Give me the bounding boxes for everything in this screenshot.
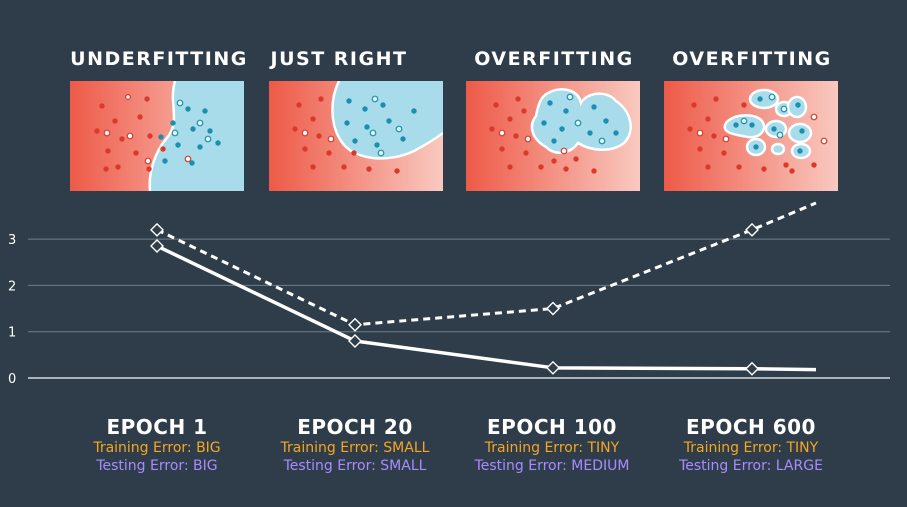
training-error-label: Training Error: BIG (93, 440, 221, 456)
testing-error-label: Testing Error: BIG (96, 458, 218, 474)
testing-error-line (156, 201, 817, 327)
y-tick-label-2: 2 (8, 279, 16, 294)
training-point-4 (745, 361, 759, 376)
epoch-block-600: EPOCH 600 Training Error: TINY Testing E… (651, 415, 851, 475)
epoch-title: EPOCH 100 (487, 415, 617, 439)
y-tick-label-3: 3 (8, 233, 16, 248)
chart-markers (150, 222, 759, 376)
training-point-2 (348, 333, 362, 348)
training-error-label: Training Error: TINY (484, 440, 620, 456)
panel-image-underfitting (70, 81, 244, 191)
panel-title-overfitting-1: OVERFITTING (474, 48, 634, 70)
testing-error-label: Testing Error: SMALL (283, 458, 427, 474)
training-error-label: Training Error: SMALL (280, 440, 430, 456)
epoch-block-100: EPOCH 100 Training Error: TINY Testing E… (452, 415, 652, 475)
training-error-label: Training Error: TINY (683, 440, 819, 456)
panel-image-just-right (269, 81, 443, 191)
testing-point-1 (150, 222, 164, 237)
testing-point-3 (546, 301, 560, 316)
y-tick-label-0: 0 (8, 372, 16, 387)
y-tick-label-1: 1 (8, 326, 16, 341)
epoch-title: EPOCH 20 (297, 415, 413, 439)
y-axis-ticks: 0 1 2 3 (8, 233, 16, 387)
epoch-title: EPOCH 1 (106, 415, 208, 439)
testing-error-label: Testing Error: LARGE (679, 458, 823, 474)
epoch-title: EPOCH 600 (686, 415, 816, 439)
training-error-line (156, 244, 817, 372)
epoch-block-1: EPOCH 1 Training Error: BIG Testing Erro… (57, 415, 257, 475)
testing-point-4 (745, 222, 759, 237)
training-point-3 (546, 360, 560, 375)
chart-series (156, 201, 817, 372)
panel-title-just-right: JUST RIGHT (270, 48, 408, 70)
chart-gridlines (28, 238, 890, 379)
panel-title-overfitting-2: OVERFITTING (672, 48, 832, 70)
epoch-block-20: EPOCH 20 Training Error: SMALL Testing E… (255, 415, 455, 475)
panel-image-overfitting-2 (664, 81, 838, 191)
training-point-1 (150, 239, 164, 254)
testing-error-label: Testing Error: MEDIUM (474, 458, 630, 474)
testing-point-2 (348, 317, 362, 332)
panel-image-overfitting-1 (466, 81, 640, 191)
panel-title-underfitting: UNDERFITTING (70, 48, 248, 70)
